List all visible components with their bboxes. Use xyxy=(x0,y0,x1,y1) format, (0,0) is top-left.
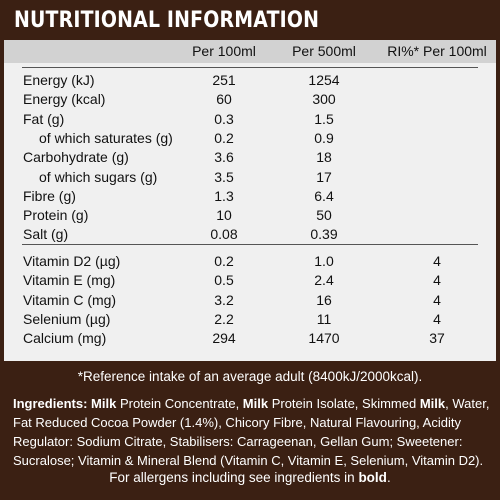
per-100ml-value: 251 xyxy=(212,72,236,88)
per-500ml-value: 50 xyxy=(316,207,332,224)
table-row: of which saturates (g) 0.2 0.9 xyxy=(4,130,496,148)
ingredient-text: , Water, xyxy=(445,396,490,411)
per-100ml-value: 0.5 xyxy=(214,272,234,289)
ri-value: 37 xyxy=(429,330,445,347)
per-500ml-value: 0.9 xyxy=(314,129,334,146)
allergen-note: For allergens including see ingredients … xyxy=(0,470,500,485)
ingredient-text: Protein Isolate, Skimmed xyxy=(268,396,420,411)
allergen-note-suffix: . xyxy=(386,470,391,485)
ingredient-text: Sucralose; Vitamin & Mineral Blend (Vita… xyxy=(13,453,484,468)
per-500ml-value: 17 xyxy=(316,168,332,185)
column-header-per-100ml: Per 100ml xyxy=(192,43,256,59)
per-500ml-value: 1.0 xyxy=(314,253,334,269)
allergen-note-bold: bold xyxy=(358,470,387,485)
table-row: Energy (kcal) 60 300 xyxy=(4,91,496,109)
per-100ml-value: 60 xyxy=(216,91,232,108)
ingredients-line: Sucralose; Vitamin & Mineral Blend (Vita… xyxy=(13,451,493,470)
ingredients-line: Ingredients: Milk Protein Concentrate, M… xyxy=(13,394,493,413)
ri-value: 4 xyxy=(433,291,441,308)
per-100ml-value: 0.2 xyxy=(214,253,234,269)
table-row: Calcium (mg) 294 1470 37 xyxy=(4,330,496,348)
nutrient-label: of which saturates (g) xyxy=(39,129,173,146)
nutrient-label: Vitamin C (mg) xyxy=(23,291,117,308)
per-100ml-value: 2.2 xyxy=(214,310,234,327)
table-row: Protein (g) 10 50 xyxy=(4,207,496,225)
ingredient-bold-text: Milk xyxy=(242,396,269,411)
page-title: NUTRITIONAL INFORMATION xyxy=(14,8,320,33)
column-header-row: Per 100ml Per 500ml RI%* Per 100ml xyxy=(4,40,496,63)
ingredients-line: Fat Reduced Cocoa Powder (1.4%), Chicory… xyxy=(13,413,493,432)
column-header-per-500ml: Per 500ml xyxy=(292,43,356,59)
nutrient-label: Vitamin D2 (µg) xyxy=(23,253,121,269)
table-row: Vitamin C (mg) 3.2 16 4 xyxy=(4,292,496,310)
reference-intake-footnote: *Reference intake of an average adult (8… xyxy=(77,369,423,384)
ingredient-text: Fat Reduced Cocoa Powder (1.4%), Chicory… xyxy=(13,415,461,430)
per-100ml-value: 294 xyxy=(212,330,236,347)
per-500ml-value: 300 xyxy=(312,91,336,108)
table-row: Salt (g) 0.08 0.39 xyxy=(4,226,496,244)
per-500ml-value: 16 xyxy=(316,291,332,308)
per-500ml-value: 18 xyxy=(316,149,332,166)
per-100ml-value: 0.3 xyxy=(214,110,234,127)
nutrient-label: Energy (kJ) xyxy=(23,72,95,88)
nutrient-label: Protein (g) xyxy=(23,207,89,224)
table-row: Carbohydrate (g) 3.6 18 xyxy=(4,149,496,167)
table-divider-middle xyxy=(22,244,478,245)
table-row: Vitamin D2 (µg) 0.2 1.0 4 xyxy=(4,253,496,271)
per-100ml-value: 0.2 xyxy=(214,129,234,146)
table-divider-top xyxy=(22,67,478,68)
ri-value: 4 xyxy=(433,253,441,269)
per-100ml-value: 3.2 xyxy=(214,291,234,308)
table-row: Fat (g) 0.3 1.5 xyxy=(4,111,496,129)
per-100ml-value: 0.08 xyxy=(210,226,238,243)
per-100ml-value: 10 xyxy=(216,207,232,224)
ri-value: 4 xyxy=(433,272,441,289)
ri-value: 4 xyxy=(433,310,441,327)
nutrient-label: Vitamin E (mg) xyxy=(23,272,116,289)
per-500ml-value: 11 xyxy=(316,310,332,327)
ingredient-text: Protein Concentrate, xyxy=(116,396,243,411)
per-500ml-value: 1470 xyxy=(308,330,340,347)
ingredient-bold-text: Milk xyxy=(419,396,446,411)
allergen-note-prefix: For allergens including see ingredients … xyxy=(109,470,359,485)
nutrient-label: Selenium (µg) xyxy=(23,310,111,327)
ingredient-text: Regulator: Sodium Citrate, Stabilisers: … xyxy=(13,434,463,449)
table-row: of which sugars (g) 3.5 17 xyxy=(4,169,496,187)
ingredients-line: Regulator: Sodium Citrate, Stabilisers: … xyxy=(13,432,493,451)
table-row: Selenium (µg) 2.2 11 4 xyxy=(4,311,496,329)
per-500ml-value: 0.39 xyxy=(310,226,338,243)
nutrient-label: Fat (g) xyxy=(23,110,65,127)
nutrient-label: Salt (g) xyxy=(23,226,69,243)
nutrient-label: Fibre (g) xyxy=(23,187,76,204)
ingredient-bold-text: Milk xyxy=(91,396,117,411)
per-500ml-value: 2.4 xyxy=(314,272,334,289)
per-100ml-value: 1.3 xyxy=(214,187,234,204)
nutrient-label: of which sugars (g) xyxy=(39,168,158,185)
per-500ml-value: 1.5 xyxy=(314,110,334,127)
table-row: Energy (kJ) 251 1254 xyxy=(4,72,496,90)
ingredients-text: Ingredients: Milk Protein Concentrate, M… xyxy=(13,394,493,470)
nutrition-table: Per 100ml Per 500ml RI%* Per 100ml Energ… xyxy=(4,40,496,361)
nutrient-label: Calcium (mg) xyxy=(23,330,107,347)
ingredient-bold-text: Ingredients: xyxy=(13,396,88,411)
per-100ml-value: 3.6 xyxy=(214,149,234,166)
table-row: Fibre (g) 1.3 6.4 xyxy=(4,188,496,206)
column-header-ri-per-100ml: RI%* Per 100ml xyxy=(387,43,487,59)
nutrient-label: Energy (kcal) xyxy=(23,91,106,108)
title-bar: NUTRITIONAL INFORMATION xyxy=(0,0,500,40)
per-500ml-value: 6.4 xyxy=(314,187,334,204)
per-100ml-value: 3.5 xyxy=(214,168,234,185)
per-500ml-value: 1254 xyxy=(308,72,340,88)
nutrient-label: Carbohydrate (g) xyxy=(23,149,129,166)
table-row: Vitamin E (mg) 0.5 2.4 4 xyxy=(4,272,496,290)
